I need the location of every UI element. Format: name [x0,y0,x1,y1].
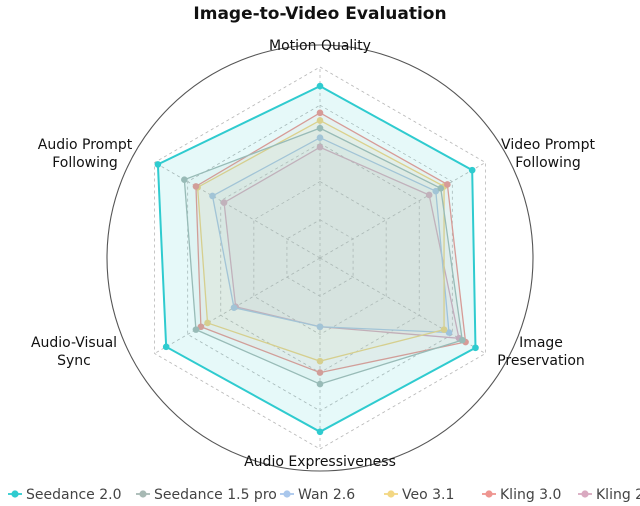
axis-label: Audio Prompt [38,137,133,153]
data-point-kling-2-6 [316,143,324,151]
data-point-wan-2-6 [230,304,238,311]
data-point-seedance-1-5-pro [316,124,324,132]
axis-label: Following [515,155,581,171]
data-point-kling-2-6 [220,199,228,206]
axis-label: Video Prompt [501,137,595,153]
legend-label: Wan 2.6 [298,487,355,503]
legend-marker [283,490,291,498]
data-point-seedance-2-0 [316,82,324,90]
data-point-kling-3-0 [444,181,451,188]
series-seedance-2-0 [156,84,477,433]
axis-spoke [154,257,321,354]
axis-spoke [319,257,486,354]
grid-ring [154,66,486,450]
data-point-veo-3-1 [316,357,324,365]
legend: Seedance 2.0 Seedance 1.5 pro Wan 2.6 Veo 3… [8,487,640,503]
legend-marker [11,490,19,498]
axis-label: Image [519,335,563,351]
data-point-wan-2-6 [209,192,216,200]
data-point-kling-3-0 [316,369,324,376]
axis-labels: Motion Quality Video Prompt Following Image… [31,38,595,470]
data-point-seedance-2-0 [316,428,324,436]
data-point-seedance-1-5-pro [192,326,200,333]
data-point-wan-2-6 [316,134,324,141]
axis-label: Motion Quality [269,38,371,54]
radar-grid [106,44,534,472]
data-point-seedance-2-0 [468,166,476,174]
data-point-seedance-2-0 [472,344,479,352]
data-point-seedance-1-5-pro [316,380,324,388]
legend-label: Kling 3.0 [500,487,561,503]
grid-ring [253,181,387,335]
axis-label: Audio-Visual [31,335,117,351]
legend-marker [139,490,147,498]
data-point-seedance-1-5-pro [437,184,445,192]
data-point-seedance-1-5-pro [181,176,188,183]
axis-spoke [154,162,321,259]
legend-marker [387,490,395,498]
data-point-veo-3-1 [204,319,211,327]
data-point-veo-3-1 [316,117,324,124]
axis-label: Following [52,155,118,171]
data-point-seedance-1-5-pro [458,336,466,344]
legend-marker [581,490,589,498]
axis-label: Audio Expressiveness [244,454,396,470]
data-point-veo-3-1 [440,326,448,333]
chart-title: Image-to-Video Evaluation [193,4,446,24]
legend-label: Seedance 1.5 pro [154,487,277,503]
data-point-seedance-2-0 [154,161,162,168]
axis-label: Sync [57,353,91,369]
data-point-kling-3-0 [316,109,324,117]
data-point-seedance-2-0 [162,343,170,351]
data-point-kling-3-0 [197,323,205,331]
legend-label: Kling 2.6 [596,487,640,503]
legend-marker [485,490,493,498]
data-point-wan-2-6 [316,323,324,331]
data-point-kling-2-6 [425,191,433,199]
data-point-wan-2-6 [445,329,453,336]
data-point-kling-3-0 [192,183,200,190]
legend-label: Seedance 2.0 [26,487,121,503]
series-layer [154,82,479,436]
data-point-wan-2-6 [432,187,440,195]
outer-circle [106,44,534,472]
legend-label: Veo 3.1 [402,487,454,503]
axis-spoke [319,162,486,259]
axis-label: Preservation [497,353,585,369]
